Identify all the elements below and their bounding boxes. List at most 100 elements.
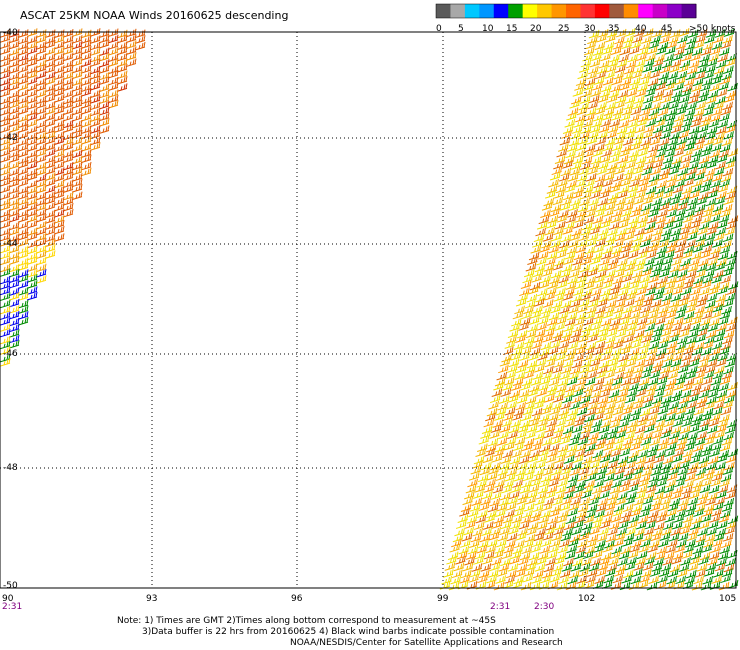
wind-barb: [696, 131, 707, 140]
wind-barb: [562, 292, 574, 301]
wind-barb: [116, 52, 128, 62]
wind-barb: [575, 311, 587, 321]
wind-barb: [697, 124, 709, 133]
wind-barb: [44, 112, 56, 122]
wind-barb: [17, 106, 29, 115]
wind-barb: [719, 376, 731, 385]
wind-barb: [717, 251, 729, 261]
wind-barb: [648, 406, 660, 415]
wind-barb: [449, 543, 461, 553]
wind-barb: [638, 544, 650, 553]
wind-barb: [645, 185, 657, 195]
wind-barb: [573, 418, 585, 427]
wind-barb: [502, 382, 513, 391]
wind-barb: [600, 352, 611, 362]
wind-barb: [681, 185, 693, 195]
wind-barb: [107, 58, 119, 67]
wind-barb: [556, 148, 568, 158]
wind-barb: [714, 429, 725, 439]
wind-barb: [708, 286, 719, 295]
wind-barb: [586, 370, 598, 380]
wind-barb: [600, 419, 612, 428]
wind-barb: [98, 34, 110, 44]
wind-barb: [26, 76, 38, 85]
wind-barb: [722, 466, 734, 476]
wind-barb: [605, 334, 616, 344]
wind-barb: [467, 478, 478, 488]
wind-barb: [8, 173, 20, 183]
wind-barb: [0, 286, 11, 296]
wind-barb: [639, 107, 651, 117]
wind-barb: [696, 65, 707, 74]
wind-barb: [570, 130, 581, 140]
wind-barb: [98, 29, 110, 38]
wind-barb: [587, 467, 599, 476]
wind-barb: [600, 551, 612, 561]
wind-barb: [676, 70, 688, 80]
wind-barb: [718, 581, 730, 591]
wind-barb: [631, 539, 642, 548]
wind-barb: [564, 250, 576, 260]
wind-barb: [632, 466, 644, 476]
wind-barb: [0, 317, 11, 326]
wind-barb: [701, 412, 712, 422]
wind-barb: [527, 557, 538, 567]
wind-barb: [662, 190, 673, 199]
wind-barb: [725, 389, 737, 399]
wind-barb: [625, 460, 636, 470]
wind-barb: [716, 453, 728, 463]
wind-barb: [680, 491, 691, 500]
wind-barb: [623, 401, 634, 411]
wind-barb: [662, 256, 673, 266]
wind-barb: [587, 401, 598, 411]
wind-barb: [460, 503, 472, 512]
wind-barb: [579, 197, 591, 206]
wind-barb: [580, 161, 591, 170]
wind-barb: [566, 245, 578, 255]
wind-barb: [675, 274, 686, 283]
wind-barb: [628, 514, 640, 524]
wind-barb: [71, 106, 83, 116]
wind-barb: [678, 364, 689, 374]
wind-barb: [98, 65, 110, 74]
wind-barb: [682, 382, 693, 392]
wind-barb: [506, 335, 517, 344]
wind-barb: [592, 215, 604, 224]
wind-barb: [643, 527, 654, 536]
wind-barb: [723, 94, 735, 103]
wind-barb: [710, 75, 722, 85]
wind-barb: [698, 191, 709, 201]
wind-barb: [509, 490, 520, 500]
wind-barb: [573, 550, 585, 560]
wind-barb: [660, 64, 671, 74]
wind-barb: [528, 285, 539, 295]
wind-barb: [727, 82, 738, 92]
wind-barb: [509, 389, 521, 399]
wind-barb: [80, 52, 92, 61]
wind-barb: [35, 112, 47, 122]
wind-barb: [726, 352, 737, 362]
wind-barb: [534, 563, 546, 572]
wind-barb: [602, 178, 613, 188]
wind-barb: [529, 449, 541, 459]
wind-barb: [614, 165, 626, 175]
wind-barb: [598, 526, 609, 536]
wind-barb: [688, 161, 699, 170]
wind-barb: [727, 515, 739, 525]
wind-barb: [577, 203, 589, 213]
wind-barb: [662, 155, 674, 164]
wind-barb: [687, 196, 699, 206]
wind-barb: [665, 142, 677, 152]
wind-barb: [608, 191, 619, 201]
wind-barb: [493, 448, 505, 457]
wind-barb: [688, 358, 700, 367]
wind-barb: [53, 149, 65, 158]
wind-barb: [26, 239, 38, 249]
wind-barb: [671, 191, 682, 200]
wind-barb: [575, 244, 587, 254]
wind-barb: [596, 33, 607, 43]
wind-barb: [694, 568, 706, 578]
wind-barb: [547, 580, 559, 590]
wind-barb: [696, 395, 708, 405]
wind-barb: [656, 179, 667, 189]
